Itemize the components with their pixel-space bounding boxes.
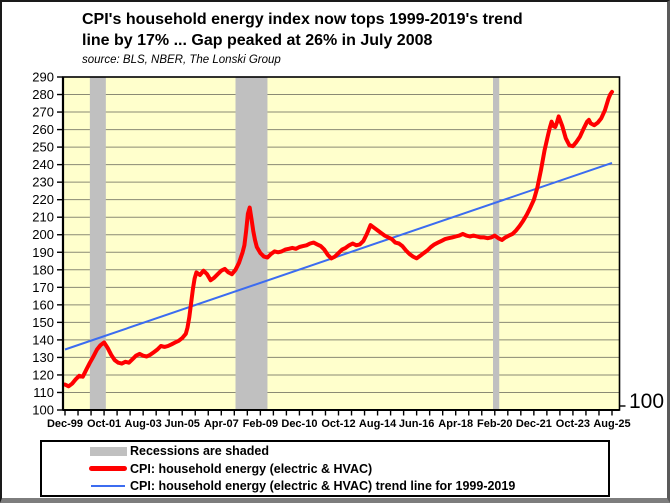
y-tick-label: 180 — [32, 262, 54, 277]
x-tick-label: Aug-25 — [593, 418, 630, 430]
x-tick-label: Feb-20 — [477, 418, 512, 430]
legend-label-cpi: CPI: household energy (electric & HVAC) — [130, 461, 373, 476]
y-tick-label: 220 — [32, 192, 54, 207]
legend-label-trend: CPI: household energy (electric & HVAC) … — [130, 479, 516, 493]
legend-label-recessions: Recessions are shaded — [130, 444, 269, 458]
y-tick-label: 110 — [33, 385, 54, 400]
right-axis-label: 100 — [629, 390, 665, 413]
y-tick-label: 270 — [32, 105, 54, 120]
x-tick-label: Dec-21 — [516, 418, 552, 430]
y-tick-label: 210 — [32, 210, 54, 225]
x-tick-label: Jun-16 — [399, 418, 434, 430]
y-tick-label: 150 — [32, 315, 54, 330]
x-tick-label: Oct-23 — [556, 418, 590, 430]
y-tick-label: 130 — [32, 350, 54, 365]
chart-title-line2: line by 17% ... Gap peaked at 26% in Jul… — [82, 32, 433, 49]
y-tick-label: 290 — [32, 70, 54, 85]
y-tick-label: 280 — [32, 87, 54, 102]
y-tick-label: 160 — [32, 297, 54, 312]
recession-swatch-icon — [89, 446, 127, 456]
y-tick-label: 120 — [32, 367, 54, 382]
source-note: source: BLS, NBER, The Lonski Group — [82, 54, 281, 66]
legend-row-recessions: Recessions are shaded — [42, 443, 608, 460]
legend: Recessions are shaded CPI: household ene… — [40, 440, 610, 497]
recession-band — [235, 77, 268, 410]
y-tick-label: 260 — [32, 122, 54, 137]
legend-row-cpi: CPI: household energy (electric & HVAC) — [42, 460, 608, 477]
chart-title-line1: CPI's household energy index now tops 19… — [82, 11, 523, 28]
plot-background — [63, 77, 620, 410]
x-tick-label: Dec-99 — [47, 418, 83, 430]
cpi-series-line — [63, 89, 614, 389]
y-tick-label: 240 — [32, 157, 54, 172]
y-tick-label: 140 — [32, 332, 54, 347]
recession-band — [89, 77, 106, 410]
x-tick-label: Oct-01 — [87, 418, 121, 430]
recession-band — [493, 77, 500, 410]
x-tick-label: Aug-03 — [125, 418, 162, 430]
x-tick-label: Apr-07 — [204, 418, 239, 430]
trend-line-swatch-icon — [91, 485, 125, 487]
x-tick-label: Dec-10 — [281, 418, 317, 430]
y-tick-label: 250 — [32, 140, 54, 155]
y-tick-label: 230 — [32, 175, 54, 190]
trend-series-line — [64, 161, 613, 351]
cpi-line-swatch-icon — [89, 466, 127, 471]
x-tick-label: Apr-18 — [438, 418, 473, 430]
x-tick-label: Jun-05 — [164, 418, 199, 430]
y-tick-label: 170 — [32, 280, 54, 295]
y-tick-label: 190 — [32, 245, 54, 260]
y-tick-label: 200 — [32, 227, 54, 242]
x-tick-label: Oct-12 — [321, 418, 355, 430]
x-tick-label: Feb-09 — [243, 418, 278, 430]
legend-row-trend: CPI: household energy (electric & HVAC) … — [42, 478, 608, 495]
y-tick-label: 100 — [32, 403, 54, 418]
x-tick-label: Aug-14 — [359, 418, 397, 430]
